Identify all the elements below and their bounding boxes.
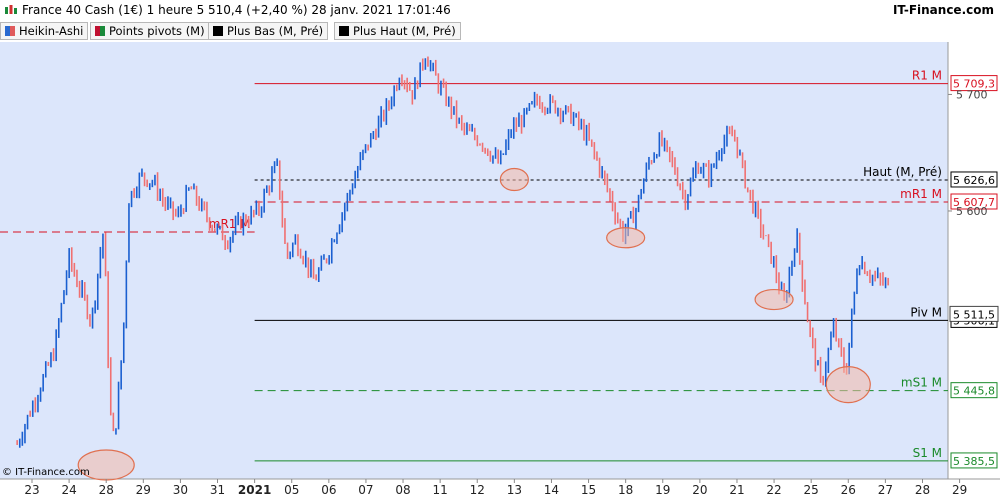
level-name-label: mS1 M: [901, 376, 942, 390]
chart-header: France 40 Cash (1€) 1 heure 5 510,4 (+2,…: [0, 0, 1000, 20]
legend-plus-bas[interactable]: Plus Bas (M, Pré): [208, 22, 328, 40]
level-value-label: 5 385,5: [953, 455, 995, 468]
x-tick-label: 28: [99, 483, 114, 497]
last-price-label: 5 511,5: [953, 308, 995, 321]
level-value-label: 5 626,6: [953, 174, 995, 187]
legend-heikin-ashi[interactable]: Heikin-Ashi: [0, 22, 88, 40]
x-tick-label: 30: [173, 483, 188, 497]
x-tick-label: 24: [61, 483, 76, 497]
legend-plus-haut[interactable]: Plus Haut (M, Pré): [334, 22, 461, 40]
plus-haut-swatch-icon: [339, 26, 349, 36]
level-name-label: Haut (M, Pré): [863, 165, 942, 179]
x-tick-label: 13: [507, 483, 522, 497]
heikin-ashi-swatch-icon: [5, 26, 15, 36]
x-tick-label: 11: [433, 483, 448, 497]
level-name-label: mR1 M: [900, 187, 942, 201]
highlight-circle: [607, 228, 645, 248]
x-tick-label: 31: [210, 483, 225, 497]
x-tick-label: 06: [321, 483, 336, 497]
chart-type-icon[interactable]: [4, 4, 18, 16]
x-tick-label: 25: [804, 483, 819, 497]
x-axis: 23 24 28 29 30 31 2021 05 06 07 08 11 12 13 14 15 18 19 20…: [24, 479, 967, 497]
x-tick-label: 05: [284, 483, 299, 497]
x-tick-label: 12: [470, 483, 485, 497]
x-tick-label: 27: [878, 483, 893, 497]
level-name-label: R1 M: [912, 69, 942, 83]
legend-label: Points pivots (M): [109, 24, 205, 38]
plus-bas-swatch-icon: [213, 26, 223, 36]
level-value-label: 5 445,8: [953, 385, 995, 398]
highlight-circle: [500, 169, 528, 191]
y-tick-label: 5 600: [956, 205, 988, 218]
x-tick-label: 19: [655, 483, 670, 497]
highlight-circle: [755, 290, 793, 310]
indicator-legend: Heikin-Ashi Points pivots (M) Plus Bas (…: [0, 21, 1000, 40]
x-tick-label: 29: [952, 483, 967, 497]
x-tick-label: 2021: [238, 483, 271, 497]
axis-background: [948, 42, 1000, 479]
level-name-label: Piv M: [910, 305, 942, 319]
legend-label: Plus Haut (M, Pré): [353, 24, 456, 38]
y-tick-label: 5 700: [956, 88, 988, 101]
x-tick-label: 29: [136, 483, 151, 497]
legend-label: Heikin-Ashi: [19, 24, 83, 38]
x-tick-label: 14: [544, 483, 559, 497]
plot-background: [0, 42, 948, 479]
highlight-circle: [826, 367, 870, 403]
x-tick-label: 26: [841, 483, 856, 497]
legend-label: Plus Bas (M, Pré): [227, 24, 323, 38]
legend-points-pivots[interactable]: Points pivots (M): [90, 22, 210, 40]
chart-title: France 40 Cash (1€) 1 heure 5 510,4 (+2,…: [22, 3, 451, 17]
pivot-swatch-icon: [95, 26, 105, 36]
x-tick-label: 20: [692, 483, 707, 497]
x-tick-label: 22: [766, 483, 781, 497]
brand-label: IT-Finance.com: [893, 3, 994, 17]
level-name-label: S1 M: [913, 446, 942, 460]
x-tick-label: 23: [24, 483, 39, 497]
x-tick-label: 07: [358, 483, 373, 497]
x-tick-label: 21: [729, 483, 744, 497]
copyright-label: © IT-Finance.com: [2, 467, 90, 478]
x-tick-label: 18: [618, 483, 633, 497]
x-tick-label: 28: [915, 483, 930, 497]
x-tick-label: 08: [395, 483, 410, 497]
x-tick-label: 15: [581, 483, 596, 497]
